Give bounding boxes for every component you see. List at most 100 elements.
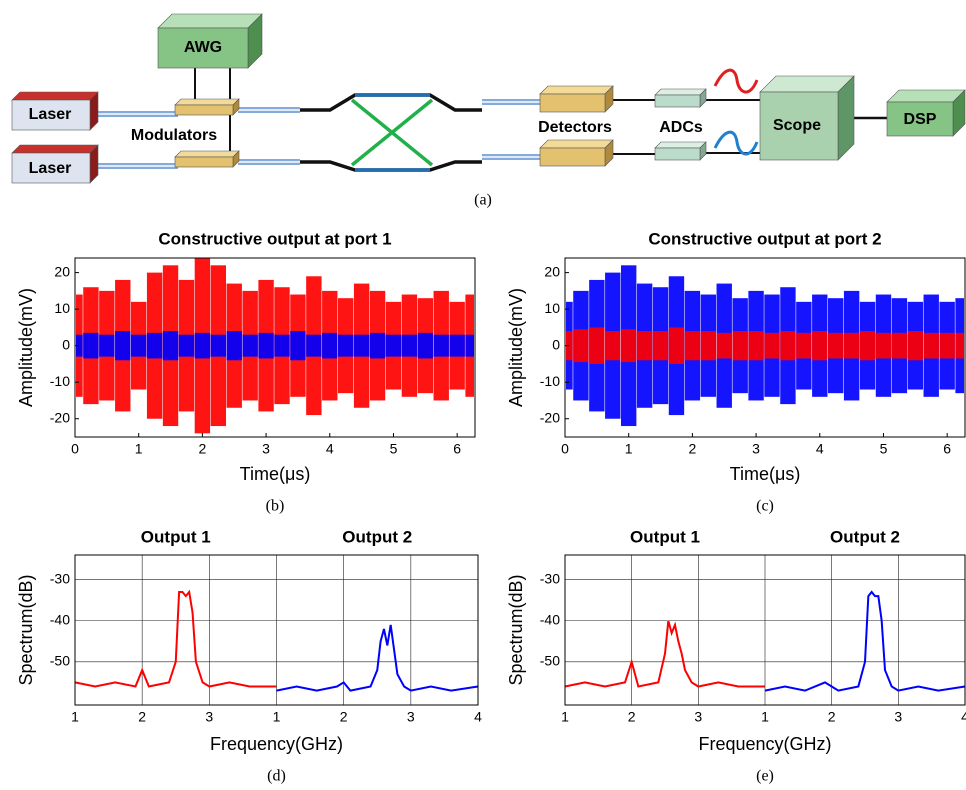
signal-envelope: [844, 333, 859, 359]
caption: (b): [266, 498, 285, 515]
caption: (d): [267, 768, 286, 785]
signal-envelope: [83, 333, 98, 359]
laser-label: Laser: [29, 106, 72, 123]
y-tick-label: -40: [540, 611, 560, 627]
box-top: [655, 142, 706, 148]
box-front: [175, 157, 233, 167]
box-top: [158, 14, 262, 28]
signal-envelope: [179, 335, 194, 357]
modulators-label: Modulators: [131, 127, 217, 144]
x-tick-label: 1: [625, 441, 633, 457]
signal-envelope: [828, 333, 843, 359]
signal-envelope: [306, 335, 321, 357]
signal-envelope: [163, 331, 178, 360]
box-front: [175, 105, 233, 115]
chart-title: Constructive output at port 2: [648, 229, 881, 248]
signal-envelope: [908, 331, 923, 360]
x-tick-label: 4: [961, 709, 966, 725]
x-tick-label: 0: [71, 441, 79, 457]
x-tick-label: 4: [816, 441, 824, 457]
y-tick-label: -10: [540, 373, 560, 389]
x-tick-label: 3: [694, 709, 702, 725]
box-top: [12, 145, 98, 153]
signal-envelope: [860, 331, 875, 360]
signal-envelope: [227, 331, 242, 360]
x-axis-label: Time(μs): [730, 464, 801, 484]
page: AWG Laser Laser Modulators Detectors ADC…: [0, 0, 966, 790]
box-front: [540, 94, 605, 112]
signal-envelope: [764, 333, 779, 359]
signal-envelope: [637, 331, 652, 360]
box-top: [175, 151, 239, 157]
y-tick-label: -30: [50, 570, 70, 586]
y-axis-label: Spectrum(dB): [506, 574, 526, 685]
box-top: [887, 90, 965, 102]
x-tick-label: 2: [828, 709, 836, 725]
x-tick-label: 6: [453, 441, 461, 457]
signal-envelope: [195, 333, 210, 359]
signal-envelope: [573, 329, 588, 362]
signal-envelope: [258, 333, 273, 359]
box-top: [655, 89, 706, 95]
signal-envelope: [701, 331, 716, 360]
x-tick-label: 3: [262, 441, 270, 457]
y-tick-label: -50: [50, 653, 70, 669]
signal-envelope: [465, 335, 474, 357]
y-tick-label: 10: [54, 300, 70, 316]
x-tick-label: 3: [894, 709, 902, 725]
signal-wave: [715, 70, 757, 92]
signal-envelope: [748, 331, 763, 360]
signal-envelope: [732, 331, 747, 360]
signal-envelope: [115, 331, 130, 360]
caption: (e): [756, 768, 774, 785]
spectrum-line: [75, 592, 277, 687]
x-tick-label: 1: [761, 709, 769, 725]
signal-envelope: [434, 335, 449, 357]
y-tick-label: -30: [540, 570, 560, 586]
signal-envelope: [892, 333, 907, 359]
dsp-label: DSP: [904, 111, 937, 128]
laser-label: Laser: [29, 160, 72, 177]
panel-title: Output 1: [630, 527, 700, 546]
x-tick-label: 4: [474, 709, 482, 725]
signal-wave: [715, 132, 757, 154]
box-top: [540, 86, 613, 94]
signal-envelope: [717, 333, 732, 359]
x-tick-label: 0: [561, 441, 569, 457]
caption: (a): [474, 192, 492, 209]
signal-envelope: [354, 335, 369, 357]
awg-label: AWG: [184, 39, 222, 56]
signal-envelope: [924, 333, 939, 359]
x-tick-label: 1: [561, 709, 569, 725]
signal-envelope: [338, 335, 353, 357]
signal-envelope: [274, 335, 289, 357]
box-front: [540, 148, 605, 166]
signal-envelope: [780, 331, 795, 360]
x-tick-label: 2: [198, 441, 206, 457]
signal-envelope: [812, 331, 827, 360]
signal-envelope: [589, 327, 604, 364]
y-axis-label: Amplitude(mV): [506, 288, 526, 407]
y-tick-label: -40: [50, 611, 70, 627]
signal-envelope: [685, 331, 700, 360]
x-tick-label: 5: [880, 441, 888, 457]
panel-title: Output 2: [830, 527, 900, 546]
signal-envelope: [99, 335, 114, 357]
y-tick-label: -50: [540, 653, 560, 669]
x-tick-label: 1: [135, 441, 143, 457]
x-tick-label: 2: [138, 709, 146, 725]
signal-envelope: [418, 333, 433, 359]
x-tick-label: 1: [273, 709, 281, 725]
x-axis-label: Frequency(GHz): [210, 734, 343, 754]
signal-envelope: [147, 333, 162, 359]
scope-label: Scope: [773, 117, 821, 134]
signal-envelope: [449, 335, 464, 357]
x-axis-label: Frequency(GHz): [698, 734, 831, 754]
box-top: [540, 140, 613, 148]
signal-envelope: [796, 333, 811, 359]
x-tick-label: 2: [628, 709, 636, 725]
adcs-label: ADCs: [659, 119, 703, 136]
signal-envelope: [669, 327, 684, 364]
signal-envelope: [605, 331, 620, 360]
y-tick-label: 20: [54, 263, 70, 279]
